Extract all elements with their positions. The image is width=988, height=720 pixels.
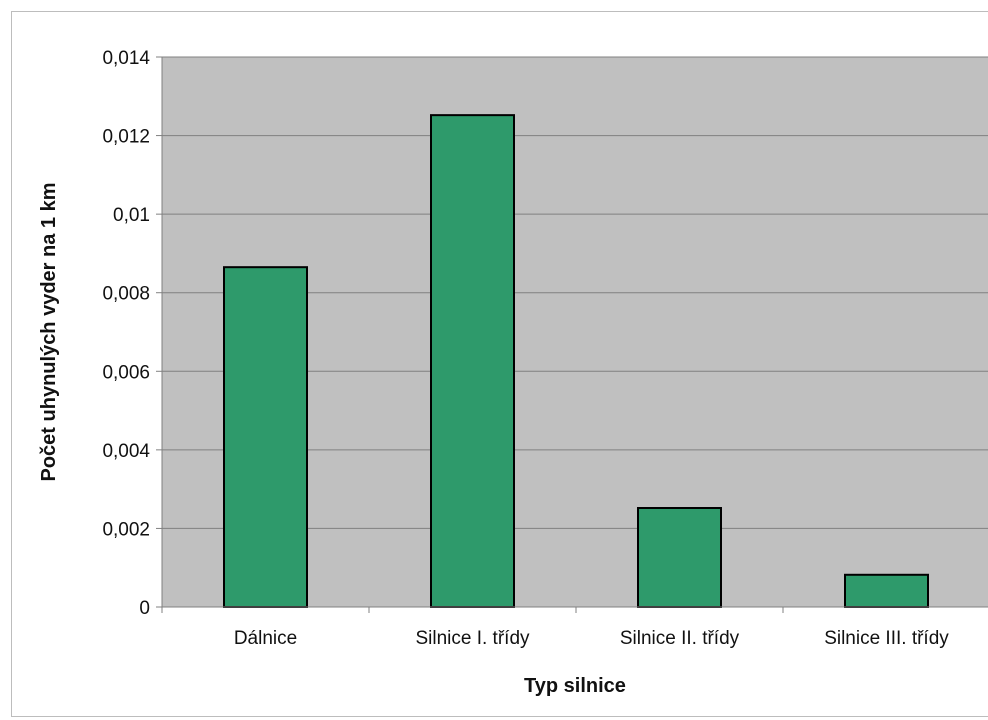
x-axis-title: Typ silnice bbox=[524, 675, 626, 697]
bar bbox=[223, 266, 308, 608]
bar bbox=[637, 507, 722, 608]
y-tick-label: 0,014 bbox=[102, 48, 150, 69]
x-tick-label: Silnice III. třídy bbox=[824, 628, 949, 649]
y-tick-label: 0,008 bbox=[102, 284, 150, 305]
bars bbox=[223, 114, 929, 609]
y-tick-label: 0,004 bbox=[102, 441, 150, 462]
x-axis-ticks: Dálnice Silnice I. třídy Silnice II. třídy… bbox=[161, 607, 949, 649]
y-tick-label: 0,012 bbox=[102, 127, 150, 148]
y-tick-label: 0,006 bbox=[102, 362, 150, 383]
x-tick-label: Dálnice bbox=[234, 628, 297, 649]
y-tick-label: 0,002 bbox=[102, 519, 150, 540]
y-tick-label: 0,01 bbox=[113, 205, 150, 226]
x-tick-label: Silnice II. třídy bbox=[620, 628, 740, 649]
bar bbox=[844, 573, 929, 608]
y-axis-title: Počet uhynulých vyder na 1 km bbox=[38, 183, 60, 482]
y-axis-ticks: 0 0,002 0,004 0,006 0,008 0,01 0,012 0,014 bbox=[102, 48, 162, 619]
y-tick-label: 0 bbox=[139, 598, 150, 619]
bar bbox=[430, 114, 515, 609]
x-tick-label: Silnice I. třídy bbox=[415, 628, 530, 649]
